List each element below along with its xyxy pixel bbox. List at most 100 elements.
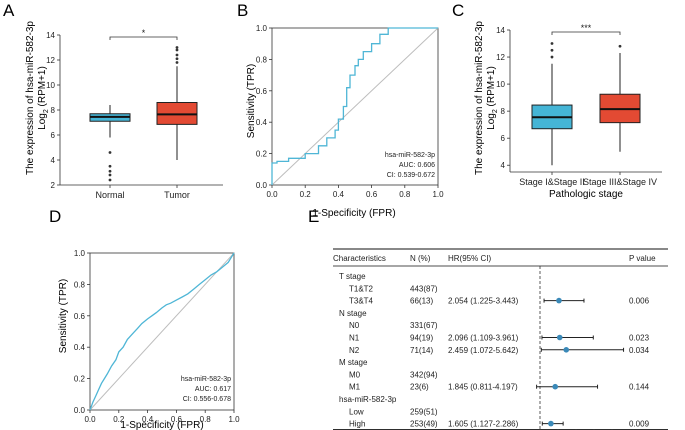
panel-c-ytick-label: 6 <box>501 134 506 143</box>
panel-e-row-label: hsa-miR-582-3p <box>339 395 397 404</box>
panel-a-outlier <box>175 57 179 61</box>
panel-a-xtick-label: Tumor <box>164 190 190 200</box>
panel-e-row-n: 66(13) <box>410 297 433 306</box>
panel-b-xtick-label: 0.2 <box>300 190 312 199</box>
panel-e-row-n: 71(14) <box>410 346 433 355</box>
panel-a-ytick-label: 12 <box>46 56 55 65</box>
panel-e-row-n: 443(87) <box>410 284 438 293</box>
panel-a-outlier <box>108 173 112 177</box>
panel-c-outlier <box>550 55 554 59</box>
panel-label-e: E <box>308 207 319 226</box>
panel-e-row-hr: 1.845 (0.811-4.197) <box>448 383 518 392</box>
panel-e-row-label: M1 <box>349 383 361 392</box>
panel-e-row-label: M stage <box>339 358 368 367</box>
panel-b-frame <box>271 27 439 186</box>
panel-e-row-p: 0.034 <box>629 346 650 355</box>
panel-d-ytick-label: 0.6 <box>74 312 86 321</box>
panel-c-ylabel-line1: The expression of hsa-miR-582-3p <box>474 21 485 175</box>
panel-d-ytick-label: 1.0 <box>74 249 86 258</box>
panel-a-outlier <box>108 164 112 168</box>
panel-b-xtick-label: 0.0 <box>266 190 278 199</box>
panel-e-header-hr: HR(95% CI) <box>448 254 491 263</box>
panel-b-legend-line: hsa-miR-582-3p <box>385 152 435 159</box>
panel-d-roc: Sensitivity (TPR) 1-Specificity (FPR) 0.… <box>58 249 240 430</box>
panel-e-row-hr: 2.054 (1.225-3.443) <box>448 297 519 306</box>
panel-e-row-label: High <box>349 420 365 429</box>
panel-b-ytick-label: 0.6 <box>256 87 268 96</box>
panel-c-outlier <box>550 48 554 52</box>
panel-b-xtick-label: 0.4 <box>333 190 345 199</box>
panel-b-ytick-label: 0.0 <box>256 181 268 190</box>
panel-a-ytick-label: 2 <box>51 181 56 190</box>
panel-c-sig-label: *** <box>581 23 592 33</box>
panel-d-roc-curve <box>89 252 235 411</box>
panel-d-ytick-label: 0.2 <box>74 375 86 384</box>
panel-d-frame <box>89 252 235 411</box>
panel-e-row-label: N2 <box>349 346 360 355</box>
panel-a-ytick-label: 6 <box>51 131 56 140</box>
panel-e-row-hr: 2.096 (1.109-3.961) <box>448 334 519 343</box>
panel-e-row-p: 0.009 <box>629 420 650 429</box>
panel-d-legend-line: AUC: 0.617 <box>195 386 231 393</box>
panel-b-xtick-label: 1.0 <box>432 190 444 199</box>
panel-a-outlier <box>108 151 112 154</box>
panel-c-ytick-label: 4 <box>501 161 506 170</box>
panel-a-boxplot: The expression of hsa-miR-582-3p Log2 (R… <box>25 21 223 200</box>
panel-c-ytick-label: 14 <box>496 26 505 35</box>
panel-c-xlabel: Pathologic stage <box>549 189 623 200</box>
panel-a-ytick-label: 14 <box>46 31 55 40</box>
panel-b-ytick-label: 1.0 <box>256 24 268 33</box>
panel-e-row-label: M0 <box>349 370 361 379</box>
panel-e-row-p: 0.023 <box>629 334 650 343</box>
panel-b-roc-curve <box>271 27 438 185</box>
panel-e-row-label: T stage <box>339 272 366 281</box>
panel-c-sig-bracket <box>551 31 621 35</box>
panel-e-header-characteristics: Characteristics <box>333 254 386 263</box>
panel-e-header-n: N (%) <box>410 254 431 263</box>
panel-b-xlabel: 1-Specificity (FPR) <box>312 208 395 219</box>
panel-d-xtick-label: 0.4 <box>142 415 154 424</box>
panel-b-roc: Sensitivity (TPR) 1-Specificity (FPR) 0.… <box>246 24 444 219</box>
panel-a-sig-label: * <box>142 28 146 38</box>
panel-a-outlier <box>108 178 112 182</box>
panel-e-hr-point <box>556 297 562 304</box>
panel-b-ytick-label: 0.4 <box>256 118 268 127</box>
panel-label-a: A <box>3 1 15 20</box>
panel-e-row-label: T3&T4 <box>349 297 374 306</box>
panel-e-header-p: P value <box>629 254 656 263</box>
panel-a-sig-bracket <box>109 36 178 40</box>
panel-d-xtick-label: 1.0 <box>228 415 240 424</box>
panel-a-ylabel-line2: Log2 (RPM+1) <box>37 66 50 130</box>
panel-c-outlier <box>618 44 622 48</box>
panel-e-hr-point <box>552 383 559 390</box>
panel-e-row-hr: 1.605 (1.127-2.286) <box>448 420 519 429</box>
panel-label-d: D <box>49 207 61 226</box>
panel-b-ytick-label: 0.8 <box>256 55 268 64</box>
panel-b-legend-line: AUC: 0.606 <box>399 162 435 169</box>
panel-e-row-label: T1&T2 <box>349 284 374 293</box>
panel-e-forest: Characteristics N (%) HR(95% CI) P value T s… <box>333 248 668 430</box>
panel-d-xtick-label: 0.8 <box>200 415 212 424</box>
panel-c-ylabel-line2: Log2 (RPM+1) <box>486 66 499 130</box>
panel-a-outlier <box>175 46 179 49</box>
panel-e-hr-point <box>556 334 563 341</box>
panel-c-ytick-label: 12 <box>496 53 505 62</box>
panel-a-outlier <box>175 48 179 52</box>
panel-a-outlier <box>108 169 112 173</box>
panel-c-xtick-label: Stage I&Stage II <box>519 177 585 187</box>
panel-e-row-n: 342(94) <box>410 370 438 379</box>
panel-e-row-label: N stage <box>339 309 367 318</box>
panel-b-xtick-label: 0.8 <box>399 190 411 199</box>
panel-e-row-label: N1 <box>349 334 360 343</box>
panel-a-xtick-label: Normal <box>95 190 124 200</box>
panel-e-hr-point <box>563 347 570 353</box>
panel-a-ytick-label: 8 <box>51 106 56 115</box>
panel-c-boxplot: The expression of hsa-miR-582-3p Log2 (R… <box>474 21 662 200</box>
panel-d-ytick-label: 0.0 <box>74 406 86 415</box>
panel-d-ylabel: Sensitivity (TPR) <box>58 279 69 353</box>
panel-a-outlier <box>175 61 179 64</box>
panel-d-ytick-label: 0.8 <box>74 280 86 289</box>
panel-e-row-label: N0 <box>349 321 360 330</box>
panel-b-xtick-label: 0.6 <box>366 190 378 199</box>
